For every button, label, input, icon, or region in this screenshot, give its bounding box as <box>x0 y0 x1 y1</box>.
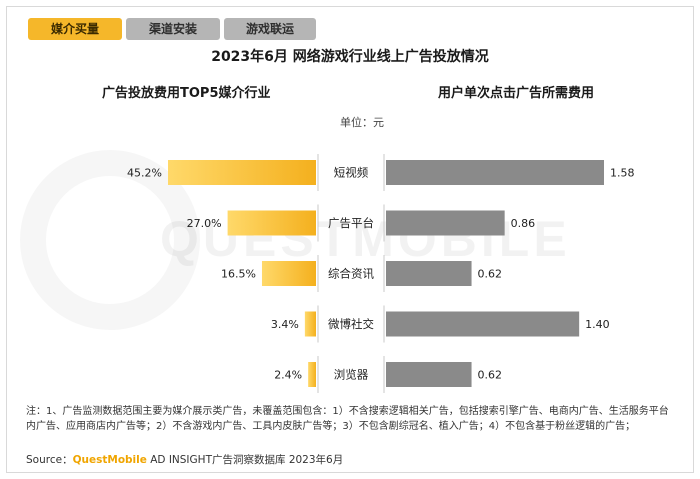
right-bar <box>386 311 580 337</box>
left-bar <box>227 210 316 236</box>
right-value-label: 1.40 <box>585 318 610 331</box>
category-label: 短视频 <box>334 166 369 180</box>
source-prefix: Source： <box>26 454 73 466</box>
tab-game-co-op[interactable]: 游戏联运 <box>224 18 316 40</box>
left-value-label: 45.2% <box>127 167 162 180</box>
source-line: Source：QuestMobile AD INSIGHT广告洞察数据库 202… <box>26 452 343 467</box>
tab-media-buying[interactable]: 媒介买量 <box>28 18 122 40</box>
category-label: 综合资讯 <box>328 267 374 281</box>
left-bar <box>261 261 316 286</box>
right-value-label: 0.62 <box>478 369 503 382</box>
source-brand: QuestMobile <box>72 454 147 466</box>
footnote: 注：1、广告监测数据范围主要为媒介展示类广告，未覆盖范围包含：1）不含搜索逻辑相… <box>26 406 669 432</box>
right-bar <box>386 160 604 185</box>
tab-channel-install[interactable]: 渠道安装 <box>126 18 220 40</box>
left-value-label: 3.4% <box>271 318 299 331</box>
left-value-label: 27.0% <box>187 217 222 230</box>
category-label: 浏览器 <box>334 368 369 382</box>
right-panel-title: 用户单次点击广告所需费用 <box>438 86 595 101</box>
left-value-label: 16.5% <box>221 268 256 281</box>
unit-label: 单位：元 <box>340 116 384 129</box>
right-bar <box>386 261 472 286</box>
chart-title: 2023年6月 网络游戏行业线上广告投放情况 <box>211 49 489 65</box>
category-label: 微博社交 <box>328 317 374 331</box>
left-panel-title: 广告投放费用TOP5媒介行业 <box>102 86 271 101</box>
right-value-label: 0.86 <box>511 217 535 230</box>
chart-frame <box>6 6 694 473</box>
left-value-label: 2.4% <box>274 369 302 382</box>
right-bar <box>386 362 472 387</box>
left-bar <box>308 362 316 387</box>
left-bar <box>168 160 316 185</box>
right-value-label: 0.62 <box>478 268 503 281</box>
source-suffix: AD INSIGHT广告洞察数据库 2023年6月 <box>146 454 344 466</box>
right-bar <box>386 210 505 236</box>
category-label: 广告平台 <box>328 216 374 230</box>
right-value-label: 1.58 <box>610 167 635 180</box>
left-bar <box>304 311 316 337</box>
